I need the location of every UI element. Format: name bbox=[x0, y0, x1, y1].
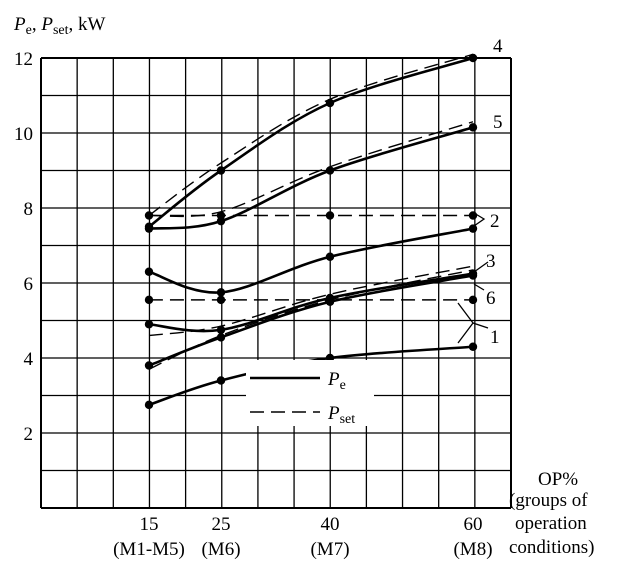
data-point bbox=[468, 53, 478, 63]
data-point bbox=[144, 361, 154, 370]
data-point bbox=[144, 400, 154, 410]
data-point bbox=[325, 166, 335, 175]
x-tick-label: 15 bbox=[140, 514, 159, 535]
x-tick-label: 40 bbox=[321, 514, 340, 535]
x-tick-label: 25 bbox=[212, 514, 231, 535]
series-layer bbox=[148, 53, 474, 407]
x-axis-label: OP% (groups of operation conditions) bbox=[509, 469, 595, 558]
x-axis-label-line: (groups of bbox=[509, 490, 588, 511]
series-line-pset-6 bbox=[148, 269, 474, 370]
x-tick-group-label: (M7) bbox=[310, 539, 349, 560]
data-point bbox=[216, 288, 226, 297]
data-point bbox=[216, 295, 226, 305]
x-tick-label: 60 bbox=[464, 514, 483, 535]
data-point bbox=[325, 252, 335, 261]
leader-line bbox=[473, 283, 485, 291]
y-tick-label: 12 bbox=[14, 49, 33, 70]
data-points bbox=[144, 53, 478, 410]
data-point bbox=[468, 271, 478, 280]
leader-line bbox=[472, 322, 489, 329]
data-point bbox=[216, 325, 226, 335]
series-line-pset-4 bbox=[148, 53, 474, 217]
data-point bbox=[325, 211, 335, 220]
y-axis-label: Pe, Pset, kW bbox=[13, 14, 106, 38]
series-line-pe-5 bbox=[148, 126, 474, 230]
y-tick-label: 4 bbox=[24, 349, 34, 370]
data-point bbox=[325, 297, 335, 306]
series-line-pset-5 bbox=[148, 121, 474, 218]
series-line-pe-4 bbox=[148, 56, 474, 228]
leader-lines bbox=[457, 212, 489, 344]
data-point bbox=[216, 211, 226, 220]
curve-labels: 4 5 2 3 6 1 bbox=[486, 36, 503, 348]
legend-label-pe: Pe bbox=[327, 369, 346, 393]
data-point bbox=[144, 211, 154, 220]
curve-label-6: 6 bbox=[486, 288, 496, 309]
y-tick-label: 2 bbox=[24, 424, 34, 445]
data-point bbox=[144, 320, 154, 329]
curve-label-4: 4 bbox=[493, 36, 503, 57]
data-point bbox=[144, 295, 154, 305]
x-axis-label-line: operation bbox=[515, 513, 587, 534]
data-point bbox=[468, 295, 478, 305]
series-line-pe-2 bbox=[148, 227, 474, 294]
leader-line bbox=[457, 302, 474, 344]
x-tick-group-label: (M1-M5) bbox=[113, 539, 185, 560]
series-line-pe-3 bbox=[148, 272, 474, 333]
data-point bbox=[468, 211, 478, 220]
x-axis-label-line: OP% bbox=[538, 469, 578, 490]
data-point bbox=[144, 267, 154, 276]
series-line-pset-3 bbox=[148, 265, 474, 337]
curve-label-5: 5 bbox=[493, 112, 503, 133]
data-point bbox=[216, 333, 226, 342]
x-axis-label-line: conditions) bbox=[509, 537, 595, 558]
plot-grid bbox=[40, 57, 512, 509]
data-point bbox=[468, 123, 478, 132]
legend-box bbox=[246, 360, 374, 426]
data-point bbox=[216, 166, 226, 175]
x-tick-group-label: (M8) bbox=[453, 539, 492, 560]
x-tick-labels: 15 (M1-M5) 25 (M6) 40 (M7) 60 (M8) bbox=[113, 514, 492, 560]
data-point bbox=[216, 376, 226, 385]
data-point bbox=[468, 342, 478, 351]
curve-label-3: 3 bbox=[486, 251, 496, 272]
data-point bbox=[325, 98, 335, 108]
curve-label-2: 2 bbox=[490, 211, 500, 232]
data-point bbox=[144, 224, 154, 233]
legend: Pe Pset bbox=[246, 360, 374, 427]
x-tick-group-label: (M6) bbox=[201, 539, 240, 560]
legend-label-pset: Pset bbox=[327, 403, 355, 427]
leader-line bbox=[473, 212, 486, 227]
curve-label-1: 1 bbox=[490, 327, 500, 348]
y-tick-labels: 2 4 6 8 10 12 bbox=[14, 49, 34, 445]
y-tick-label: 6 bbox=[24, 274, 34, 295]
data-point bbox=[468, 224, 478, 233]
y-tick-label: 10 bbox=[14, 124, 33, 145]
y-tick-label: 8 bbox=[24, 199, 34, 220]
leader-line bbox=[473, 261, 489, 273]
